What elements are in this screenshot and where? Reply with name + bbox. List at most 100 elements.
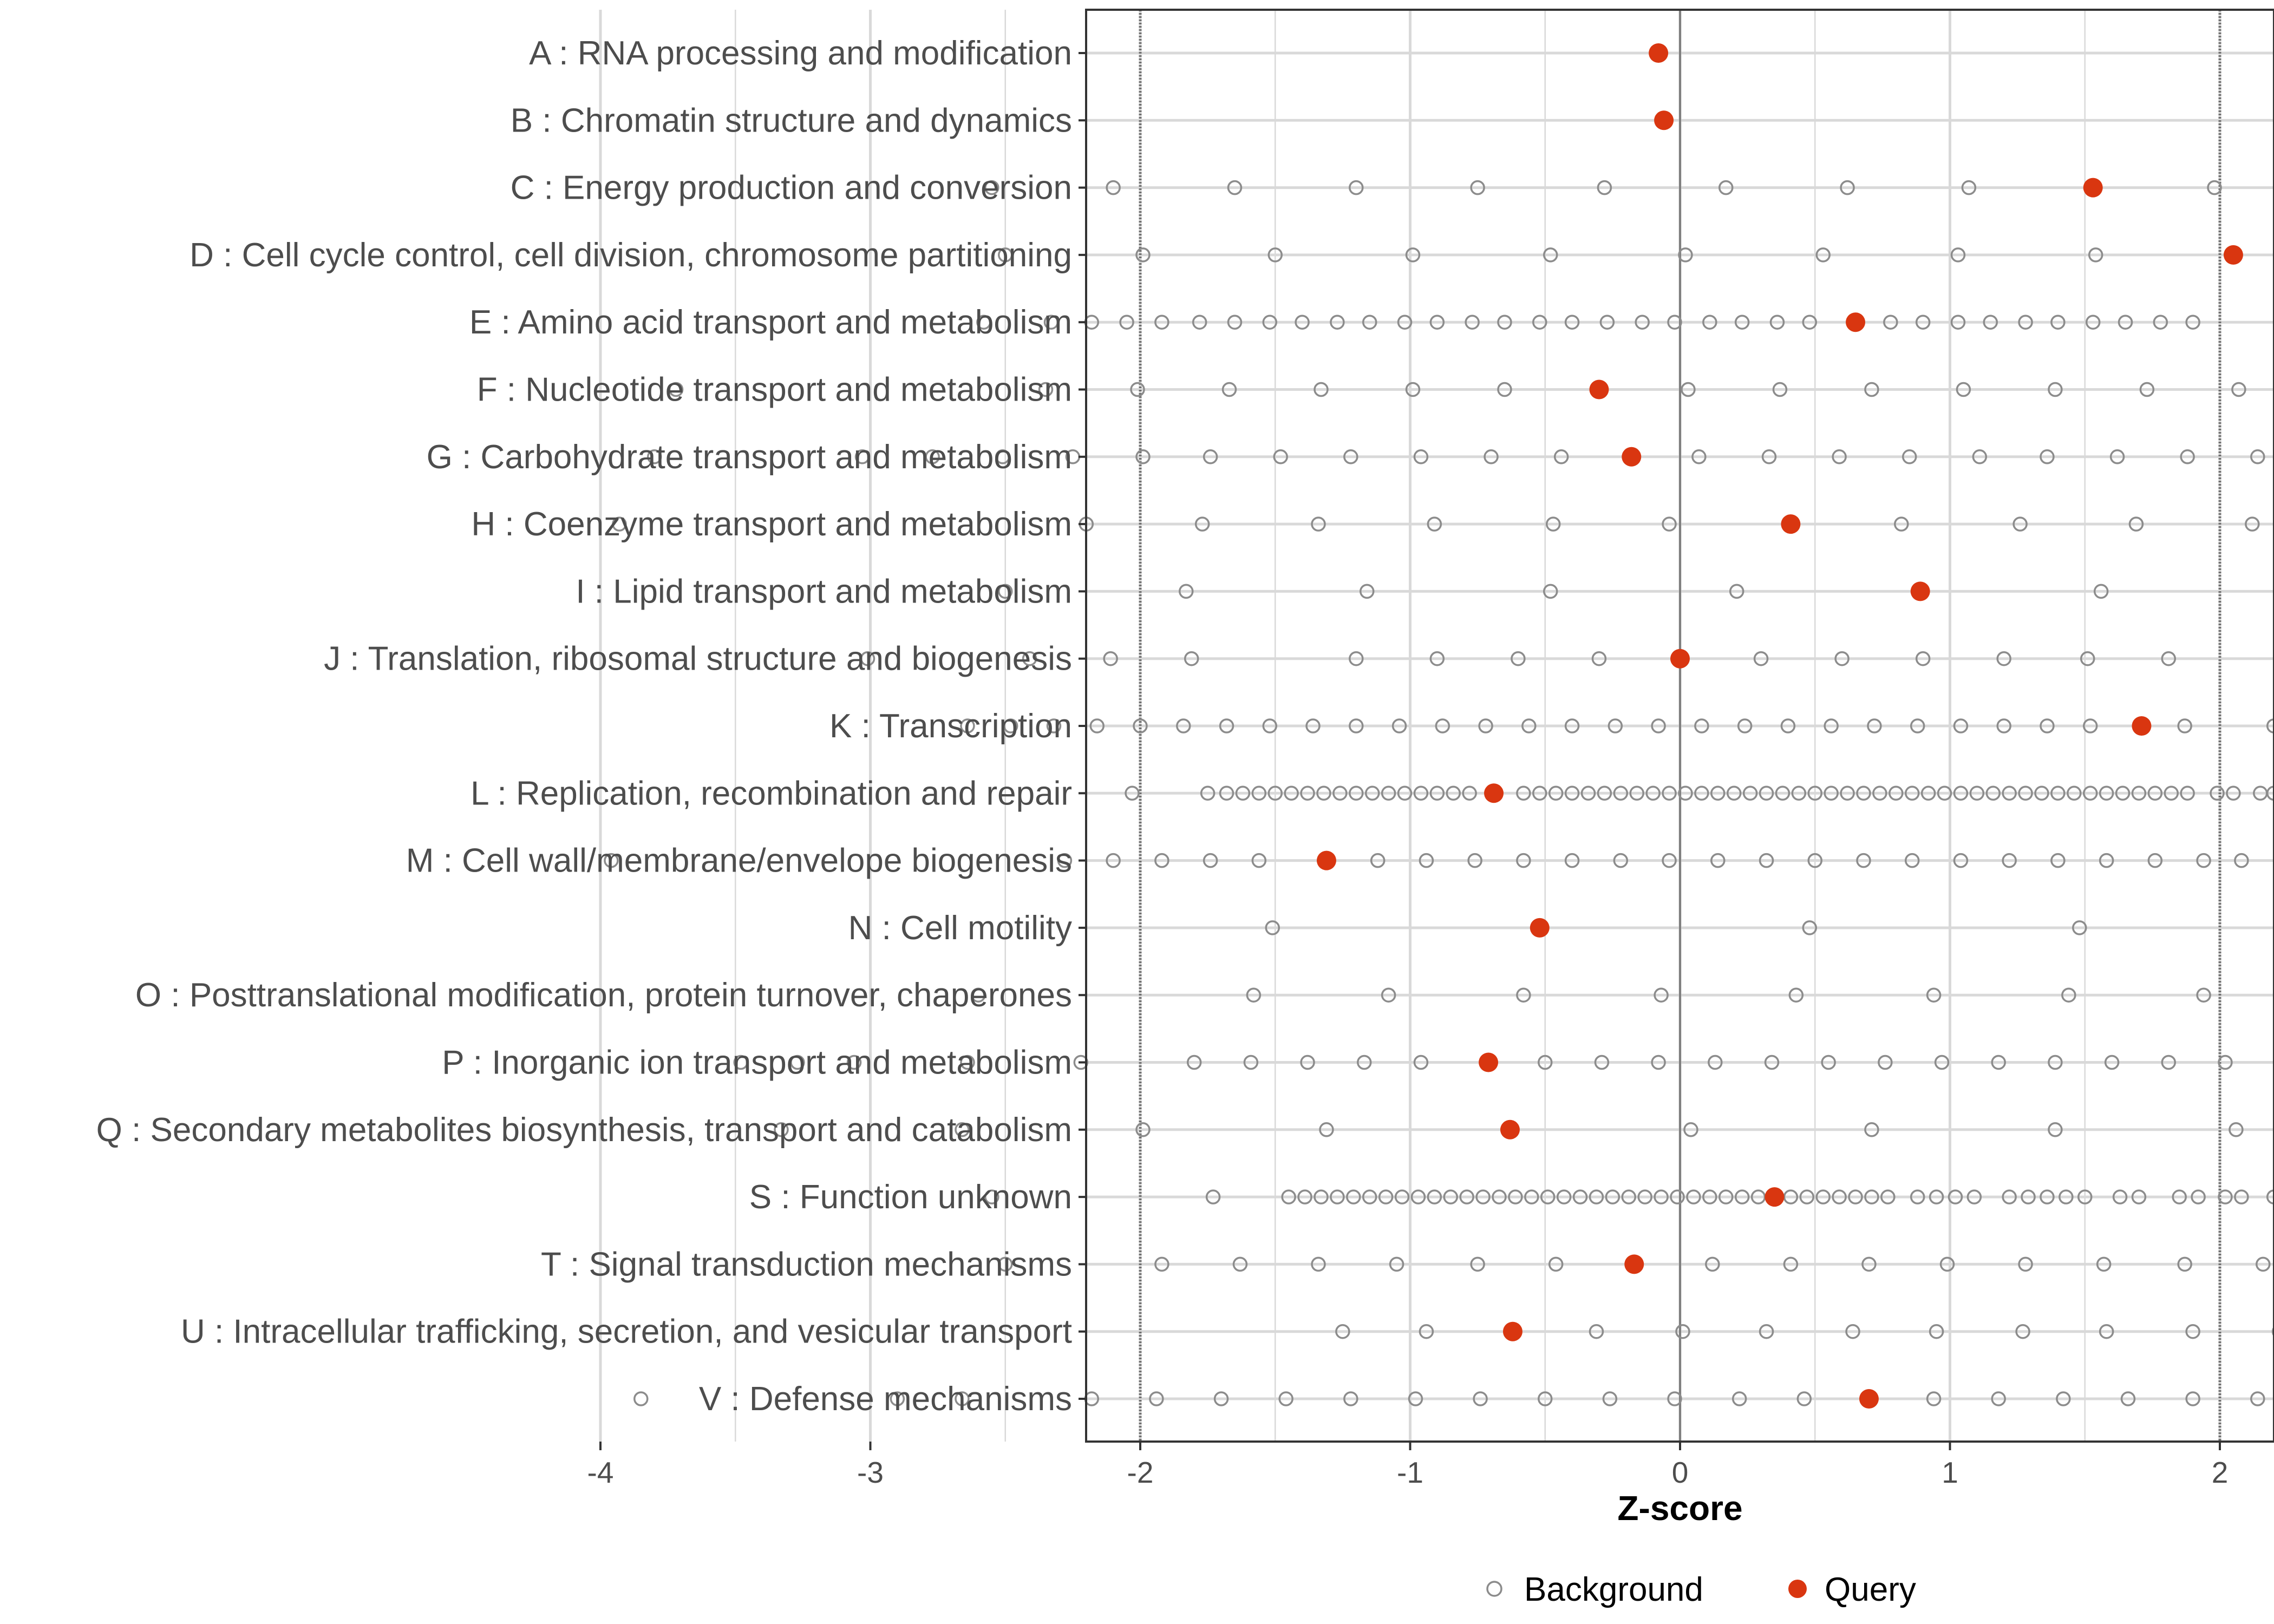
background-point [1319,1122,1334,1137]
background-point [995,449,1010,464]
background-point [1219,718,1234,734]
query-point [1624,1254,1644,1274]
query-point [2223,245,2243,265]
category-label: A : RNA processing and modification [529,35,1072,72]
x-tick-label: -3 [857,1456,884,1489]
background-point [1330,315,1345,330]
background-point [1662,853,1677,868]
background-point [1516,785,1531,801]
background-point [2034,785,2049,801]
query-point [1502,1321,1522,1341]
query-point [1316,850,1336,870]
background-point [1667,1391,1682,1406]
background-point [1589,1324,1604,1339]
background-point [2002,853,2017,868]
background-point [2231,382,2246,397]
background-point [1267,247,1283,263]
background-point [1564,718,1580,734]
background-point [1953,785,1969,801]
background-point [1840,785,1855,801]
background-point [1694,718,1709,734]
background-point [1683,1122,1698,1137]
background-point [2153,315,2168,330]
background-point [2059,1189,2074,1204]
background-point [1394,1189,1410,1204]
background-point [1246,987,1262,1003]
background-point [1154,315,1169,330]
background-point [2012,516,2028,532]
query-point [1484,783,1504,803]
background-point [846,1055,862,1070]
background-point [1939,1256,1955,1272]
background-point [1901,449,1917,464]
x-tick-label: -4 [587,1456,614,1489]
category-label: N : Cell motility [848,909,1072,947]
background-point [1219,785,1234,801]
background-point [1864,382,1879,397]
background-point [1314,382,1329,397]
background-point [1705,1256,1720,1272]
background-point [2093,584,2109,599]
background-point [1410,1189,1426,1204]
background-point [1192,315,1207,330]
background-point [1178,584,1194,599]
background-point [1729,584,1744,599]
background-point [1314,1189,1329,1204]
background-point [1475,1189,1491,1204]
background-point [2229,1122,2244,1137]
background-point [1910,1189,1925,1204]
query-point [1781,514,1801,534]
query-point [1670,649,1690,669]
background-point [1397,315,1413,330]
background-point [1278,1391,1293,1406]
background-point [1273,449,1288,464]
background-point [1478,718,1493,734]
background-point [1332,785,1348,801]
background-point [1780,718,1796,734]
background-point [1845,1324,1860,1339]
background-point [2048,1055,2063,1070]
background-point [2120,1391,2136,1406]
background-point [1362,1189,1377,1204]
background-point [1564,853,1580,868]
background-point [2018,315,2033,330]
background-point [1443,1189,1459,1204]
background-point [1848,1189,1863,1204]
x-tick-label: 0 [1672,1456,1689,1489]
background-point [1599,315,1615,330]
background-point [1413,1055,1429,1070]
background-point [2177,1256,2192,1272]
background-point [612,516,627,532]
background-point [1397,785,1413,801]
background-point [1675,1324,1690,1339]
background-point [2109,449,2125,464]
background-point [1956,382,1971,397]
background-point [2018,1256,2033,1272]
category-label: Q : Secondary metabolites biosynthesis, … [96,1111,1072,1149]
query-point [1846,312,1866,332]
background-point [2050,853,2066,868]
category-label: O : Posttranslational modification, prot… [135,977,1072,1014]
background-point [2040,449,2055,464]
background-point [1349,180,1364,195]
background-point [1203,449,1218,464]
category-label: V : Defense mechanisms [699,1380,1072,1418]
background-point [1205,1189,1221,1204]
background-point [1089,718,1105,734]
background-point [1265,920,1280,935]
background-point [1670,1189,1685,1204]
query-point [1765,1187,1785,1207]
background-point [1807,853,1822,868]
background-point [1991,1391,2006,1406]
background-point [1235,785,1251,801]
background-point [1106,180,1121,195]
background-point [1194,516,1210,532]
background-point [1926,1391,1942,1406]
background-point [2088,247,2103,263]
background-point [1904,785,1920,801]
query-point [1649,43,1669,63]
background-point [1915,651,1931,666]
background-point [1470,180,1485,195]
background-point [998,584,1013,599]
background-point [1856,785,1871,801]
